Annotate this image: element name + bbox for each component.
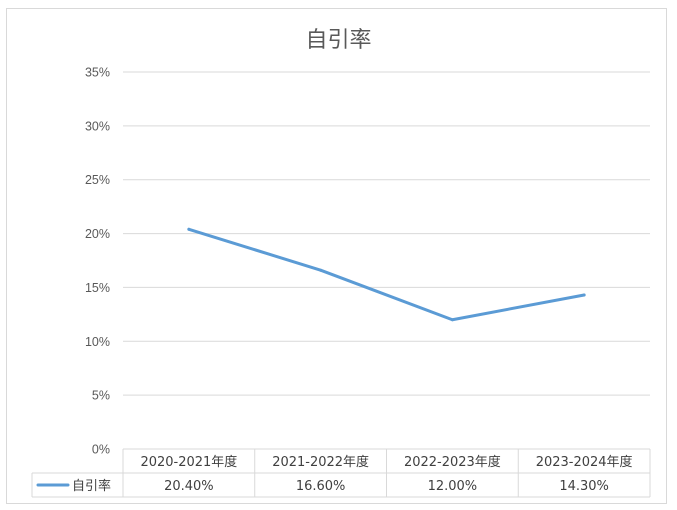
y-tick-label: 35% xyxy=(85,66,110,80)
y-tick-label: 30% xyxy=(85,119,110,133)
x-category-label: 2022-2023年度 xyxy=(404,454,501,470)
x-category-label: 2021-2022年度 xyxy=(272,454,369,470)
y-tick-label: 5% xyxy=(92,389,110,403)
y-tick-label: 20% xyxy=(85,227,110,241)
chart-frame xyxy=(6,8,667,504)
x-category-label: 2023-2024年度 xyxy=(536,454,633,470)
y-tick-label: 25% xyxy=(85,173,110,187)
chart-title: 自引率 xyxy=(305,28,372,53)
y-tick-label: 15% xyxy=(85,281,110,295)
data-table-value: 16.60% xyxy=(296,479,346,494)
y-tick-label: 0% xyxy=(92,443,110,457)
data-point xyxy=(319,268,323,272)
series-layer xyxy=(187,227,586,322)
legend-series-name: 自引率 xyxy=(72,478,111,494)
x-category-label: 2020-2021年度 xyxy=(140,454,237,470)
data-point xyxy=(582,293,586,297)
y-tick-label: 10% xyxy=(85,335,110,349)
data-point xyxy=(450,318,454,322)
data-table-value: 20.40% xyxy=(164,479,214,494)
data-table-value: 12.00% xyxy=(428,479,478,494)
series-line xyxy=(187,227,586,322)
gridlines xyxy=(123,71,650,396)
data-table: 2020-2021年度 2021-2022年度 2022-2023年度 2023-20… xyxy=(31,448,651,498)
data-point xyxy=(187,227,191,231)
y-axis-ticks: 0% 5% 10% 15% 20% 25% 30% 35% xyxy=(85,66,110,457)
data-table-value: 14.30% xyxy=(559,479,609,494)
